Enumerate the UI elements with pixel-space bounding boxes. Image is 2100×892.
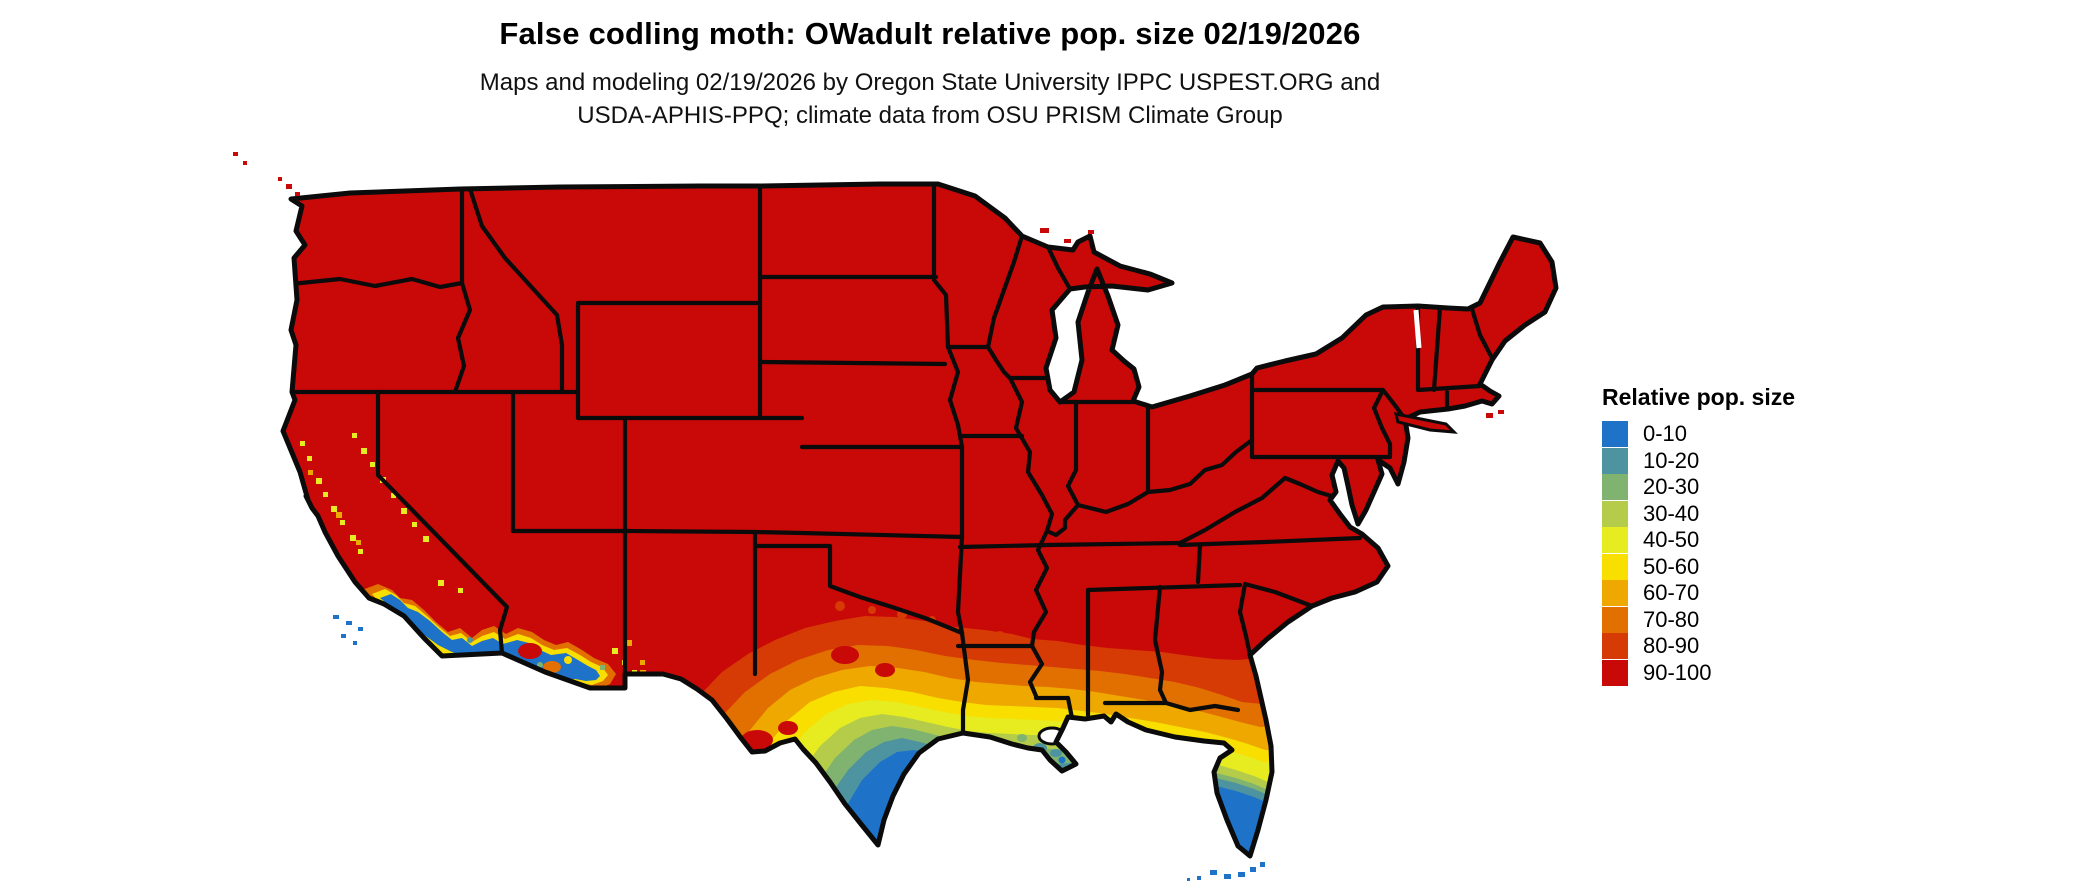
teal-fleck (495, 655, 501, 661)
legend: Relative pop. size 0-10 10-20 20-30 30-4… (1602, 384, 1795, 686)
legend-swatch (1602, 633, 1628, 660)
base-90-100-region (283, 184, 1556, 856)
legend-item: 60-70 (1602, 580, 1795, 607)
us-outline (280, 181, 1559, 859)
legend-swatch (1602, 580, 1628, 607)
legend-label: 40-50 (1643, 527, 1700, 553)
band-40-50 (560, 700, 1420, 856)
header: False codling moth: OWadult relative pop… (0, 16, 1860, 132)
legend-label: 80-90 (1643, 633, 1700, 659)
legend-label: 20-30 (1643, 474, 1700, 500)
legend-label: 30-40 (1643, 500, 1700, 526)
map-subtitle: Maps and modeling 02/19/2026 by Oregon S… (0, 66, 1860, 132)
band-10-20 (560, 738, 1420, 856)
orange-fleck (868, 606, 876, 614)
red-pocket (875, 663, 895, 677)
islands (233, 152, 1504, 881)
long-island (1393, 412, 1458, 434)
lake-champlain (1413, 309, 1422, 349)
legend-swatch (1602, 553, 1628, 580)
us-fill-layers (283, 184, 1556, 856)
legend-label: 10-20 (1643, 447, 1700, 473)
legend-swatch (1602, 606, 1628, 633)
legend-item: 50-60 (1602, 553, 1795, 581)
delta-teal-patch (1050, 749, 1062, 757)
marthas-vineyard (1486, 413, 1493, 418)
legend-item: 30-40 (1602, 500, 1795, 528)
map-subtitle-line1: Maps and modeling 02/19/2026 by Oregon S… (479, 69, 1381, 96)
map-subtitle-line2: USDA-APHIS-PPQ; climate data from OSU PR… (577, 102, 1283, 129)
band-0-10 (560, 750, 1420, 856)
band-50-60 (560, 686, 1420, 856)
legend-item: 80-90 (1602, 633, 1795, 660)
legend-item: 20-30 (1602, 474, 1795, 501)
red-pocket (831, 646, 859, 664)
orange-fleck (835, 601, 845, 611)
az-red-island (518, 643, 542, 659)
florida-keys (1187, 862, 1265, 881)
legend-label: 50-60 (1643, 553, 1700, 579)
red-pocket (778, 721, 798, 735)
socal-az-blue-core (380, 594, 600, 681)
legend-swatch (1602, 474, 1628, 501)
legend-label: 0-10 (1643, 421, 1688, 447)
legend-swatch (1602, 421, 1628, 448)
superior-island (1040, 228, 1049, 233)
legend-label: 60-70 (1643, 580, 1700, 606)
legend-label: 70-80 (1643, 606, 1700, 632)
az-orange-island (543, 661, 561, 673)
legend-item: 90-100 (1602, 659, 1795, 687)
delta-blue-fleck (1058, 756, 1066, 764)
state-borders (288, 184, 1495, 736)
az-yellow-fleck (564, 656, 572, 664)
legend-swatch (1602, 500, 1628, 527)
band-20-30 (560, 726, 1420, 856)
legend-item: 10-20 (1602, 447, 1795, 475)
orange-fleck (1066, 646, 1074, 654)
orange-fleck (995, 631, 1005, 641)
legend-label: 90-100 (1643, 659, 1712, 685)
band-60-70 (560, 666, 1420, 856)
legend-item: 70-80 (1602, 606, 1795, 634)
channel-islands (333, 615, 363, 645)
legend-swatch (1602, 659, 1628, 686)
legend-item: 40-50 (1602, 527, 1795, 554)
map-title: False codling moth: OWadult relative pop… (499, 16, 1361, 51)
legend-swatch (1602, 527, 1628, 554)
legend-item: 0-10 (1602, 421, 1795, 448)
delta-green-patch (1017, 734, 1027, 742)
legend-swatch (1602, 447, 1628, 474)
teal-fleck (467, 637, 473, 643)
band-30-40 (560, 714, 1420, 856)
nantucket (1498, 410, 1504, 414)
legend-title: Relative pop. size (1602, 384, 1796, 410)
